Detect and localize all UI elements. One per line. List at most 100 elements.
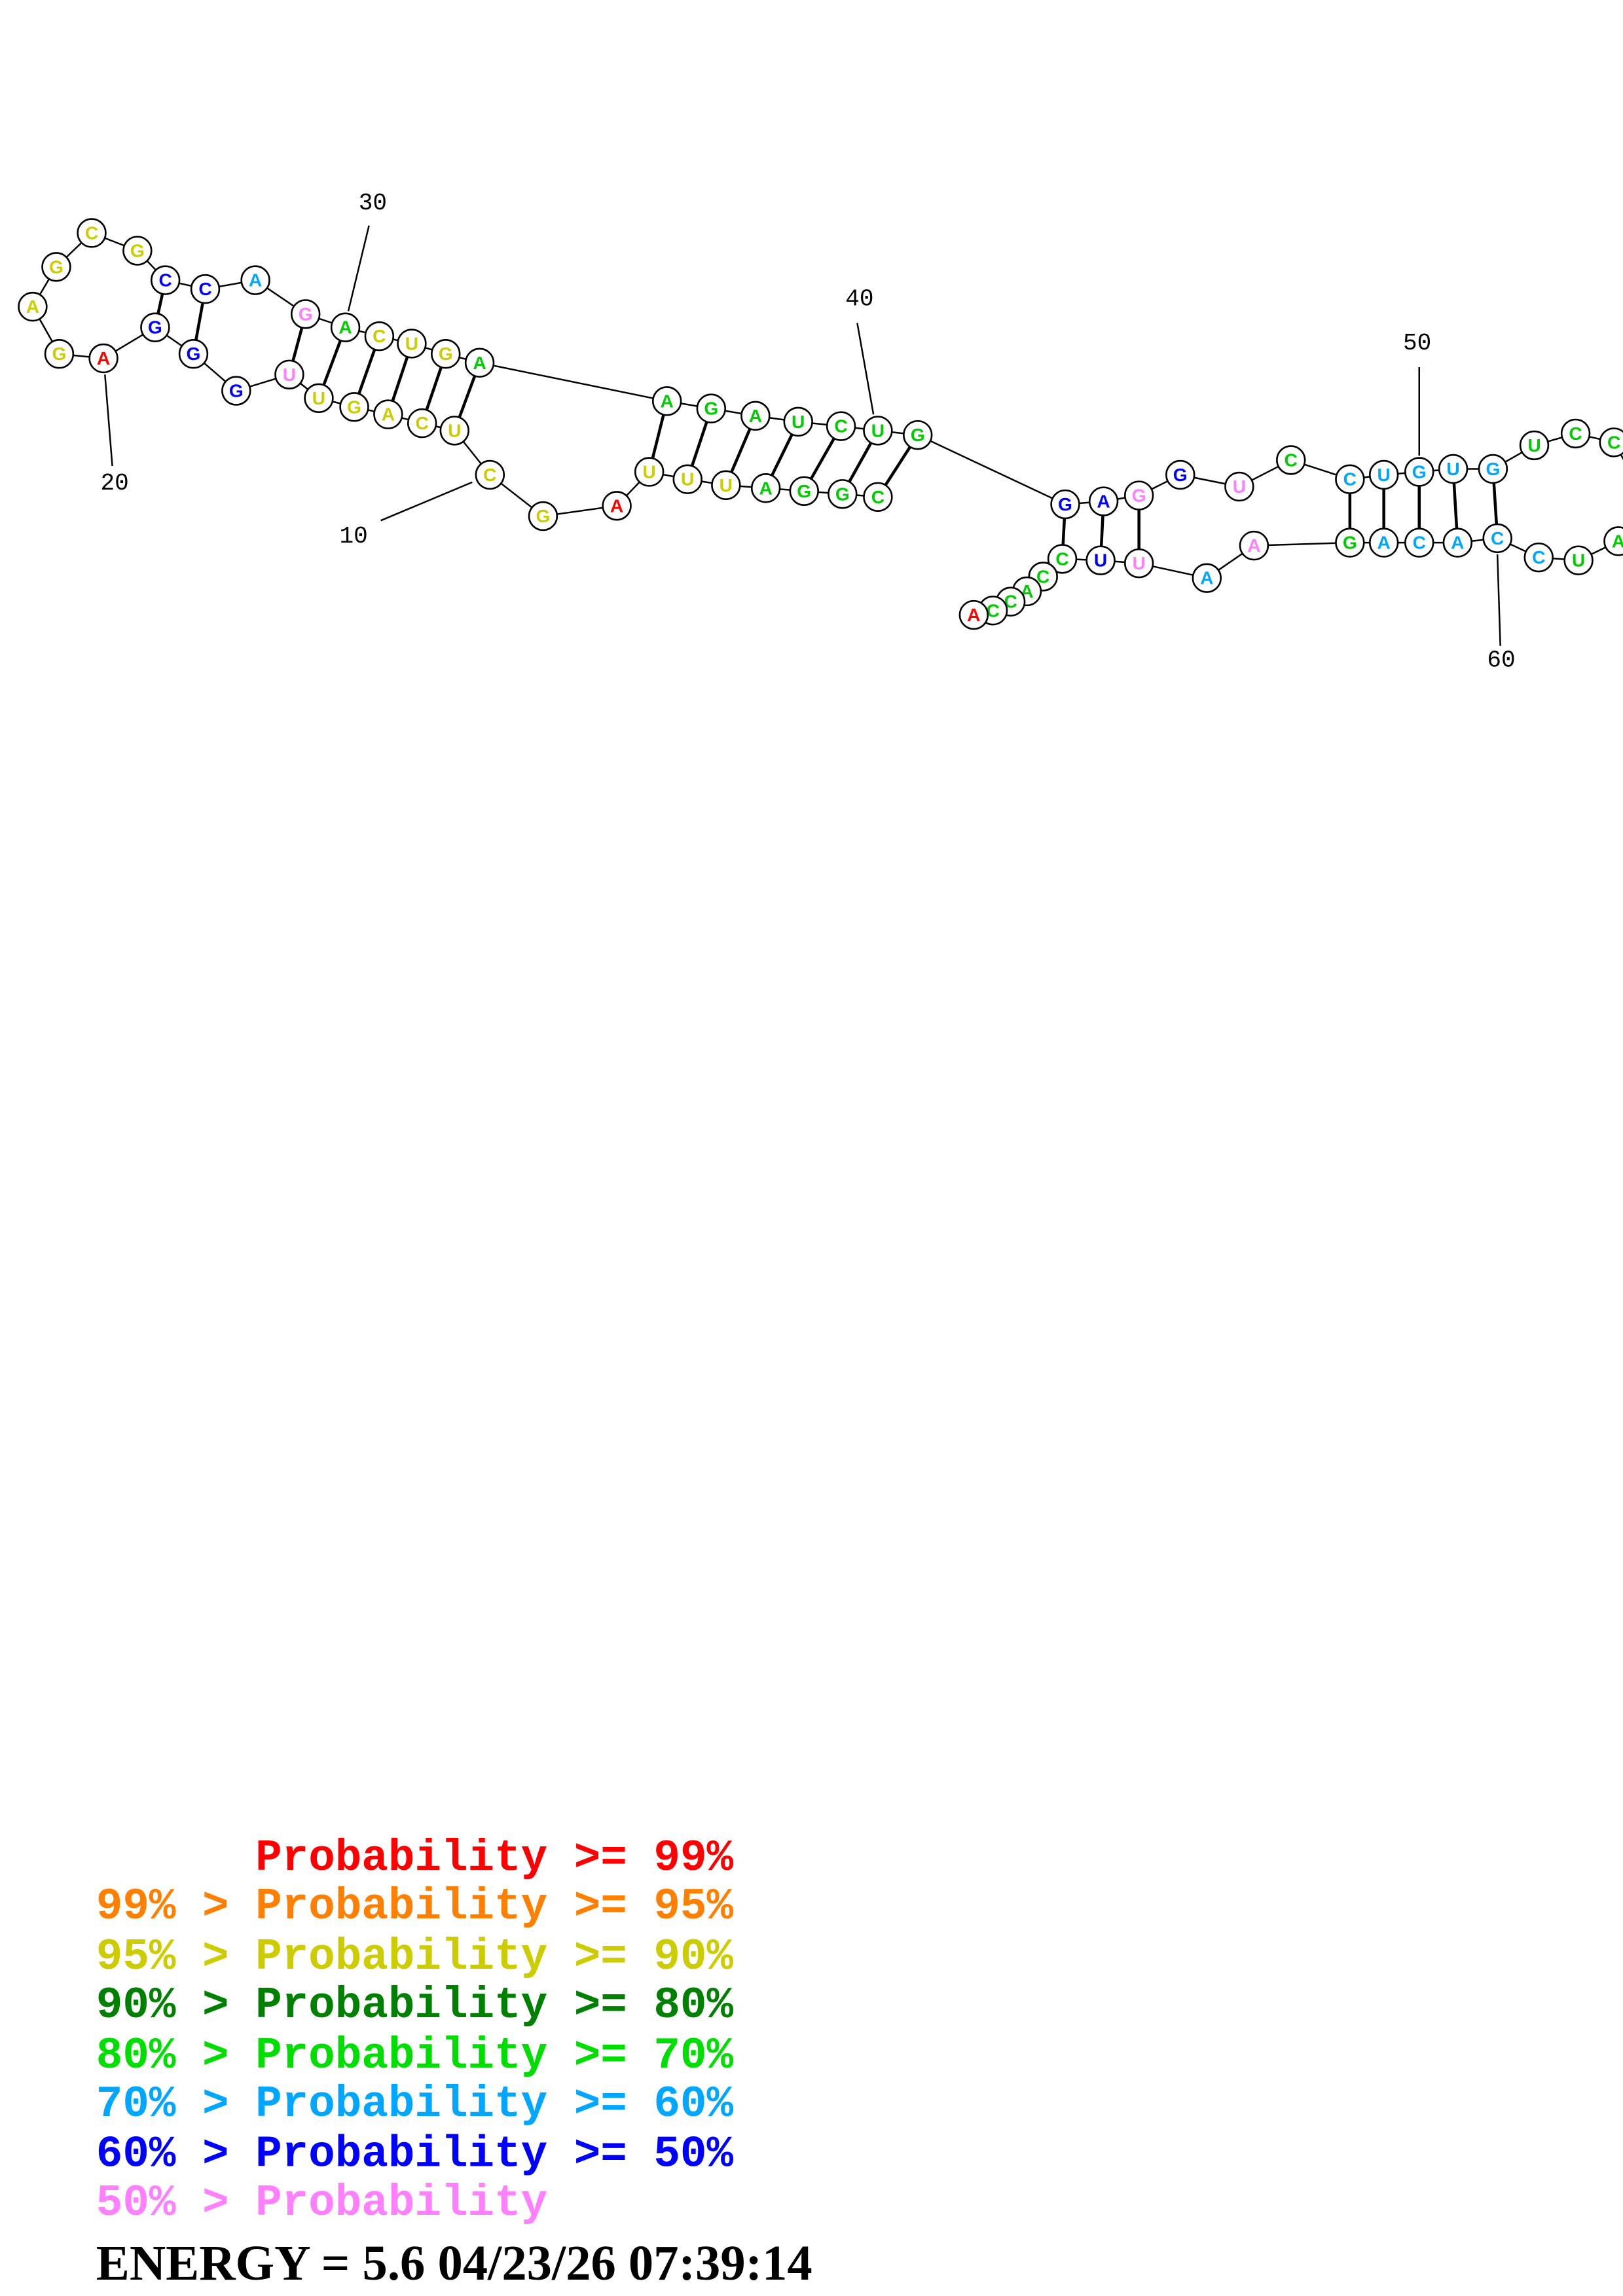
- nucleotide-53: U: [1519, 430, 1550, 461]
- nucleotide-base: U: [1233, 476, 1246, 497]
- nucleotide-circle: [475, 459, 505, 490]
- nucleotide-74: A: [958, 600, 989, 630]
- nucleotide-11: U: [439, 416, 469, 446]
- nucleotide-circle: [1335, 464, 1365, 494]
- nucleotide-base: G: [1058, 494, 1072, 514]
- nucleotide-41: G: [903, 420, 933, 450]
- position-label: 30: [359, 190, 387, 217]
- position-label: 10: [340, 523, 368, 550]
- nucleotide-62: C: [1404, 528, 1434, 558]
- position-label: 50: [1403, 330, 1431, 357]
- nucleotide-base: A: [749, 406, 762, 426]
- nucleotide-base: G: [187, 344, 201, 364]
- nucleotide-40: U: [863, 416, 893, 446]
- nucleotide-base: C: [834, 416, 847, 437]
- nucleotide-circle: [863, 482, 893, 512]
- nucleotide-circle: [672, 464, 702, 494]
- nucleotide-10: C: [475, 459, 505, 490]
- nucleotide-circle: [826, 411, 856, 441]
- nucleotide-39: C: [826, 411, 856, 441]
- nucleotide-65: A: [1239, 530, 1269, 561]
- nucleotide-base: C: [1413, 533, 1426, 553]
- nucleotide-circle: [373, 399, 403, 429]
- nucleotide-circle: [1404, 528, 1434, 558]
- nucleotide-circle: [178, 339, 209, 369]
- nucleotide-base: G: [229, 381, 244, 401]
- nucleotide-25: G: [122, 236, 153, 266]
- nucleotide-60: C: [1482, 523, 1512, 554]
- nucleotide-base: A: [338, 317, 352, 338]
- nucleotide-8: A: [602, 491, 632, 521]
- legend-line-70: 80% > Probability >= 70%: [96, 2032, 734, 2081]
- nucleotide-55: C: [1599, 427, 1623, 457]
- nucleotide-base: G: [1486, 459, 1500, 479]
- nucleotide-12: C: [407, 408, 437, 439]
- nucleotide-circle: [1050, 489, 1080, 520]
- nucleotide-1: C: [863, 482, 893, 512]
- nucleotide-base: C: [1569, 423, 1582, 444]
- nucleotide-circle: [1047, 544, 1078, 574]
- nucleotide-circle: [221, 376, 251, 406]
- nucleotide-base: U: [642, 461, 655, 482]
- nucleotide-32: U: [397, 329, 427, 359]
- nucleotide-base: U: [1377, 465, 1391, 485]
- nucleotide-base: A: [473, 353, 486, 373]
- nucleotide-68: U: [1085, 545, 1116, 575]
- nucleotide-23: G: [41, 252, 71, 282]
- nucleotide-base: G: [1173, 465, 1188, 485]
- nucleotide-5: U: [711, 470, 741, 500]
- nucleotide-circle: [1478, 454, 1508, 484]
- label-leader-line: [347, 225, 370, 312]
- nucleotide-circle: [1165, 459, 1195, 490]
- nucleotide-circle: [789, 476, 819, 506]
- nucleotide-circle: [1192, 563, 1222, 593]
- nucleotide-circle: [863, 416, 893, 446]
- nucleotide-base: U: [1446, 459, 1459, 479]
- nucleotide-20: A: [88, 343, 119, 374]
- nucleotide-base: G: [49, 257, 64, 277]
- backbone-segment: [479, 362, 667, 403]
- nucleotide-circle: [1442, 528, 1473, 558]
- backbone-segment: [1254, 541, 1350, 547]
- legend-line-80: 90% > Probability >= 80%: [96, 1981, 734, 2031]
- nucleotide-33: G: [431, 339, 461, 369]
- nucleotide-circle: [18, 291, 48, 322]
- nucleotide-circle: [88, 343, 119, 374]
- nucleotide-base: C: [85, 223, 98, 243]
- nucleotide-31: C: [364, 321, 395, 351]
- nucleotide-15: U: [304, 383, 334, 414]
- nucleotide-base: U: [1094, 550, 1107, 571]
- nucleotide-base: C: [1532, 547, 1545, 567]
- nucleotide-circle: [431, 339, 461, 369]
- nucleotide-base: C: [373, 326, 386, 346]
- nucleotide-circle: [1438, 454, 1468, 484]
- nucleotide-51: U: [1438, 454, 1468, 484]
- nucleotide-46: U: [1224, 471, 1254, 502]
- nucleotide-base: A: [610, 495, 623, 516]
- nucleotide-circle: [397, 329, 427, 359]
- nucleotide-13: A: [373, 399, 403, 429]
- nucleotide-9: G: [528, 501, 558, 531]
- nucleotide-circle: [1368, 459, 1399, 490]
- nucleotide-69: C: [1047, 544, 1078, 574]
- nucleotide-circle: [1123, 548, 1154, 579]
- nucleotide-circle: [1482, 523, 1512, 554]
- nucleotide-base: C: [1055, 548, 1068, 569]
- nucleotide-base: C: [1036, 566, 1049, 586]
- nucleotide-21: G: [44, 339, 75, 369]
- nucleotide-base: A: [759, 478, 772, 498]
- nucleotide-circle: [464, 348, 495, 378]
- backbone-segment: [917, 434, 1066, 505]
- nucleotide-47: C: [1276, 445, 1306, 475]
- nucleotide-circle: [528, 501, 558, 531]
- legend-line-95: 99% > Probability >= 95%: [96, 1882, 734, 1932]
- legend-line-60: 70% > Probability >= 60%: [96, 2080, 734, 2130]
- nucleotide-26: C: [150, 265, 181, 295]
- nucleotide-base: C: [986, 600, 999, 620]
- nucleotide-58: U: [1563, 545, 1594, 575]
- nucleotide-42: G: [1050, 489, 1080, 520]
- nucleotide-circle: [958, 600, 989, 630]
- nucleotide-base: G: [148, 317, 162, 338]
- nucleotide-circle: [1239, 530, 1269, 561]
